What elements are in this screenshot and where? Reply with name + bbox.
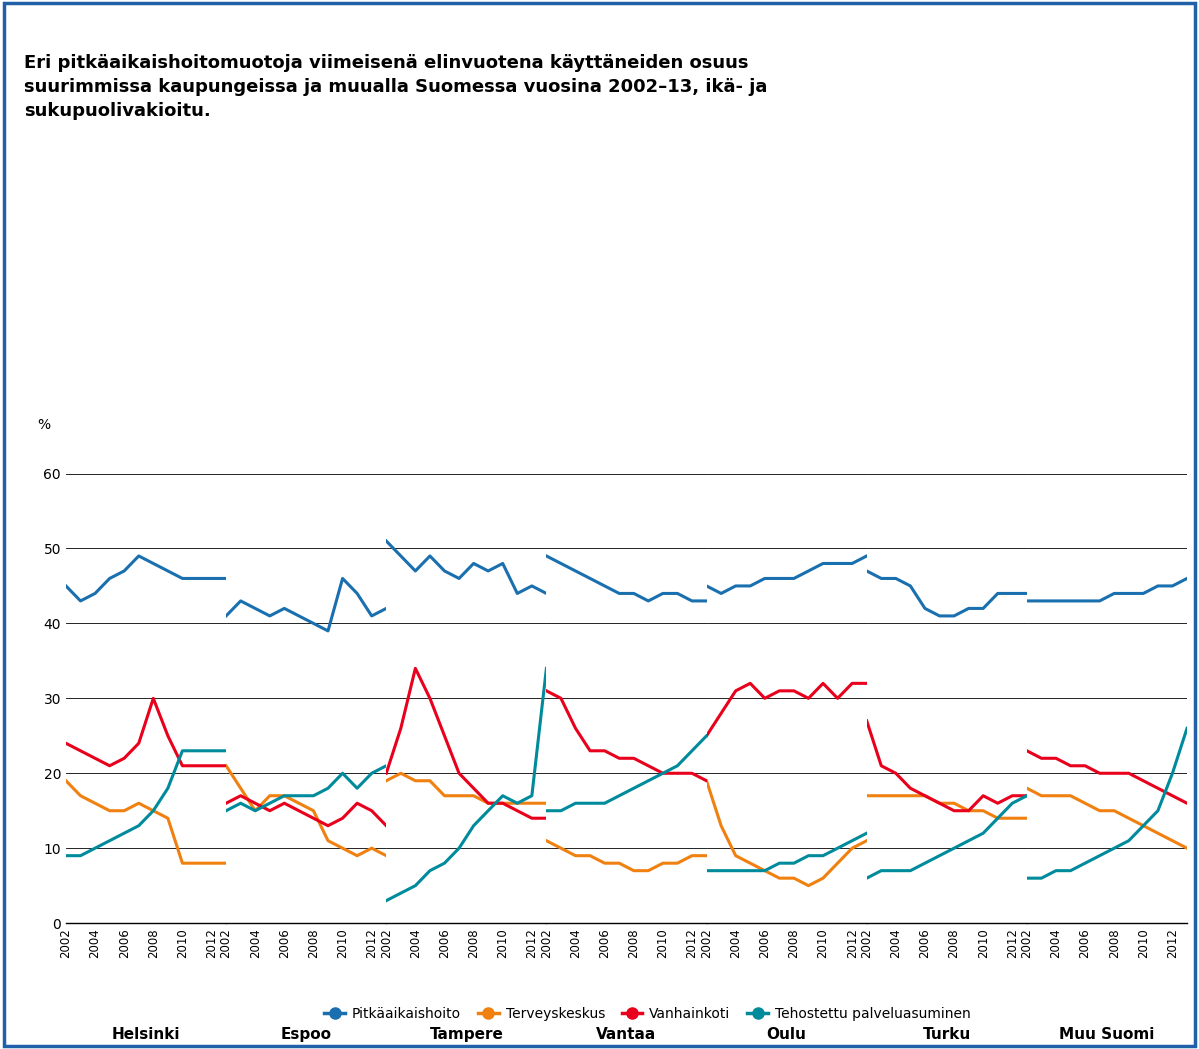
Text: %: % bbox=[37, 419, 50, 432]
Text: Eri pitkäaikaishoitomuotoja viimeisenä elinvuotena käyttäneiden osuus
suurimmiss: Eri pitkäaikaishoitomuotoja viimeisenä e… bbox=[24, 53, 767, 121]
Text: Vantaa: Vantaa bbox=[596, 1027, 657, 1042]
Text: Tampere: Tampere bbox=[429, 1027, 504, 1042]
Text: KUVIO 1.: KUVIO 1. bbox=[14, 13, 104, 30]
Text: Muu Suomi: Muu Suomi bbox=[1059, 1027, 1155, 1042]
Legend: Pitkäaikaishoito, Terveyskeskus, Vanhainkoti, Tehostettu palveluasuminen: Pitkäaikaishoito, Terveyskeskus, Vanhain… bbox=[319, 1001, 976, 1026]
Text: Espoo: Espoo bbox=[281, 1027, 332, 1042]
Text: Turku: Turku bbox=[923, 1027, 971, 1042]
Text: Helsinki: Helsinki bbox=[112, 1027, 180, 1042]
Text: Oulu: Oulu bbox=[766, 1027, 807, 1042]
